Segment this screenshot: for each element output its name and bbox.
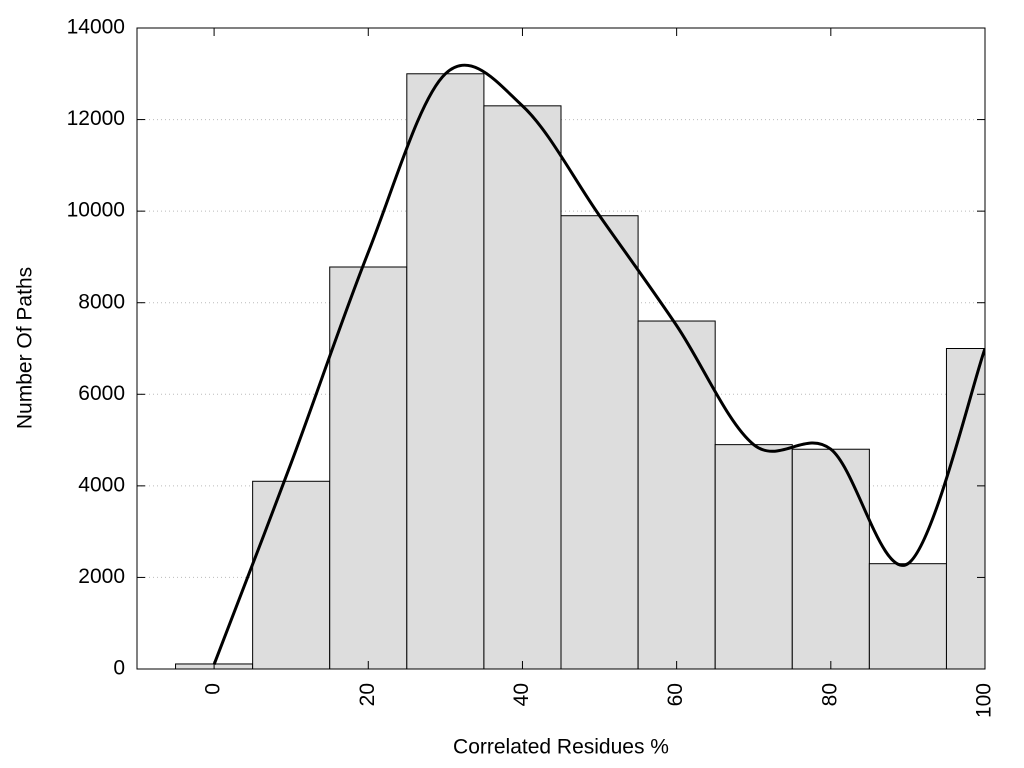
front-layer: 0 2000 4000 6000 8000 10000 12000 14000 0 20 40 60 8… — [67, 16, 996, 719]
y-tick-label: 2000 — [78, 565, 125, 588]
y-tick-label: 6000 — [78, 382, 125, 405]
bar — [406, 73, 485, 669]
x-tick-label: 0 — [202, 683, 225, 695]
x-tick-label: 60 — [664, 683, 687, 706]
x-tick-label: 40 — [510, 683, 533, 706]
y-tick-label: 10000 — [67, 199, 125, 222]
y-tick-label: 0 — [113, 657, 125, 680]
bar — [791, 448, 870, 669]
bar-layer — [175, 63, 985, 669]
y-axis-label: Number Of Paths — [14, 267, 37, 429]
x-tick-label: 80 — [818, 683, 841, 706]
x-tick-label: 100 — [973, 683, 996, 718]
y-tick-label: 4000 — [78, 473, 125, 496]
bar — [637, 320, 716, 669]
x-tick-label: 20 — [356, 683, 379, 706]
bar — [868, 563, 947, 669]
x-axis-label: Correlated Residues % — [453, 736, 669, 759]
y-tick-label: 8000 — [78, 290, 125, 313]
y-tick-label: 12000 — [67, 107, 125, 130]
plot-frame — [136, 27, 986, 670]
bar — [252, 480, 331, 669]
bar — [714, 444, 793, 669]
bar — [945, 348, 985, 669]
bar — [483, 105, 562, 669]
curve — [212, 63, 985, 665]
bar — [329, 266, 408, 669]
y-tick-label: 14000 — [67, 16, 125, 39]
bar — [560, 215, 639, 669]
